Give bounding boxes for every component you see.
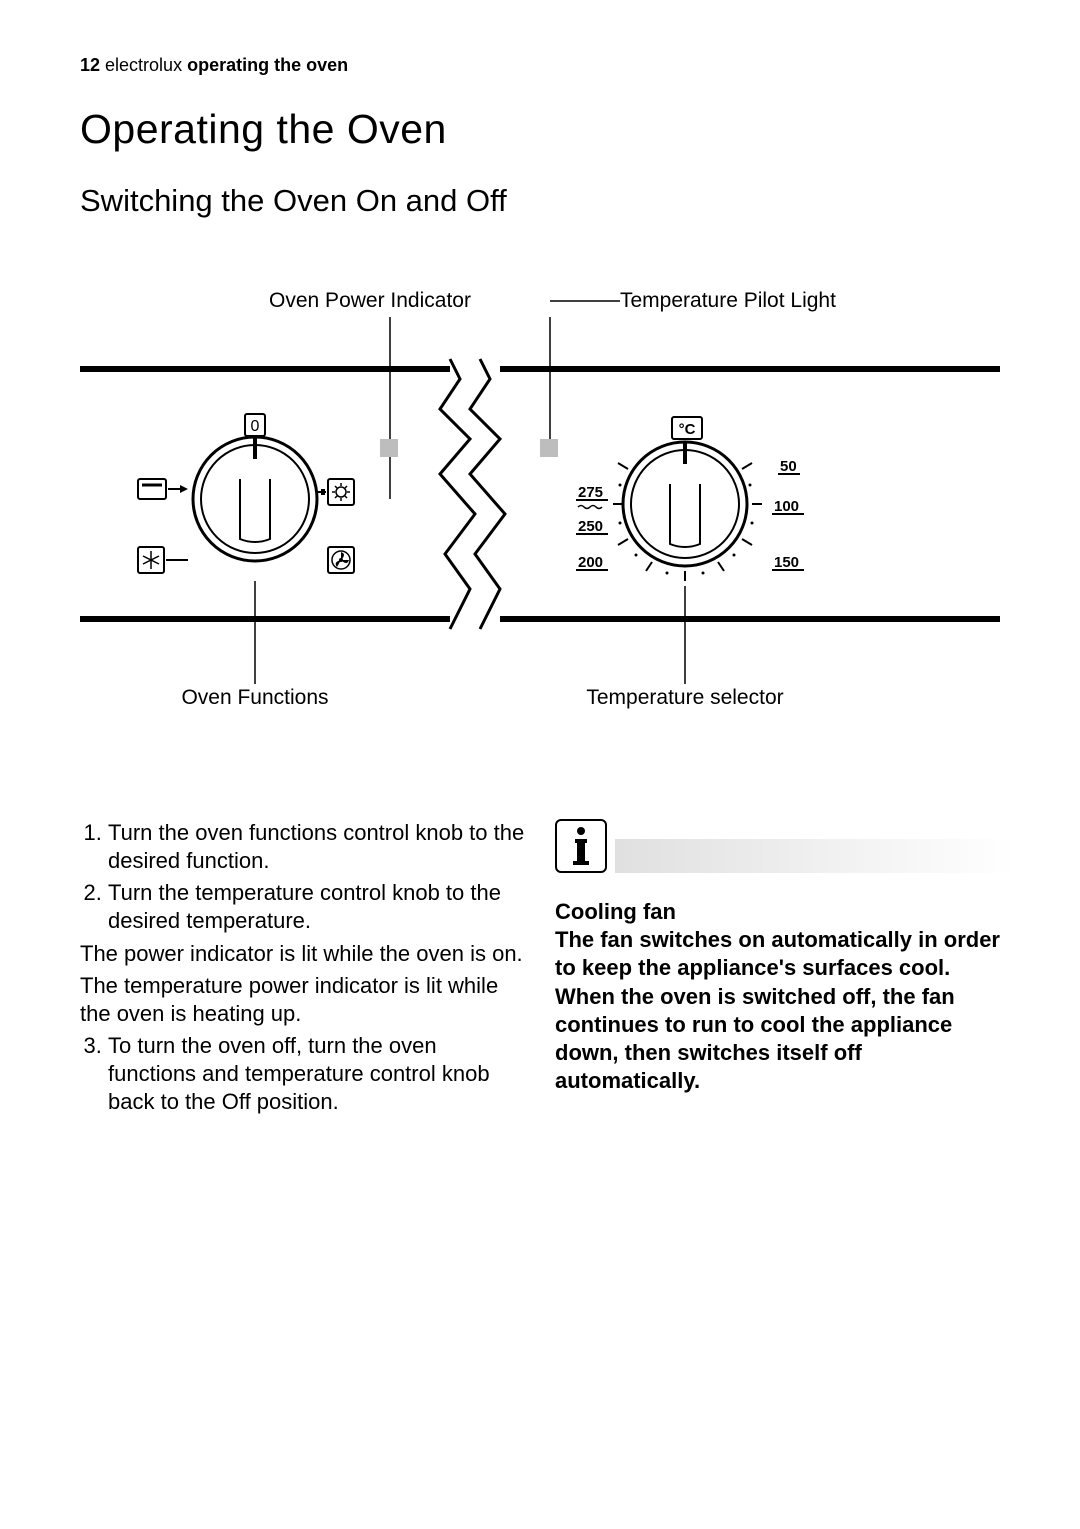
cooling-fan-body: The fan switches on automatically in ord… [555,926,1000,1095]
body-columns: Turn the oven functions control knob to … [80,819,1000,1121]
steps-list-cont: To turn the oven off, turn the oven func… [80,1032,525,1116]
right-column: Cooling fan The fan switches on automati… [555,819,1000,1121]
brand-name: electrolux [100,55,187,75]
temp-mark-50: 50 [780,458,797,475]
temp-indicator-note: The temperature power indicator is lit w… [80,972,525,1028]
step-1: Turn the oven functions control knob to … [108,819,525,875]
power-indicator-icon [380,439,398,457]
page-subtitle: Switching the Oven On and Off [80,183,1000,219]
page-number: 12 [80,55,100,75]
page-title: Operating the Oven [80,106,1000,153]
left-column: Turn the oven functions control knob to … [80,819,525,1121]
label-oven-functions: Oven Functions [181,686,328,709]
info-icon [555,819,607,873]
header-section: operating the oven [187,55,348,75]
temp-mark-100: 100 [774,498,799,515]
fan-icon [332,551,350,569]
step-2: Turn the temperature control knob to the… [108,879,525,935]
oven-functions-dial: 0 [138,414,354,573]
pilot-light-icon [540,439,558,457]
temperature-dial: °C [576,417,804,581]
manual-page: 12 electrolux operating the oven Operati… [0,0,1080,1529]
oven-light-icon [332,483,350,501]
temp-mark-250: 250 [578,518,603,535]
function-off-icon: 0 [251,418,260,435]
step-3: To turn the oven off, turn the oven func… [108,1032,525,1116]
temp-unit-icon: °C [679,421,696,438]
info-gradient-bg [615,839,1015,873]
label-power-indicator: Oven Power Indicator [269,289,471,312]
running-header: 12 electrolux operating the oven [80,55,1000,76]
temp-mark-150: 150 [774,554,799,571]
control-panel-diagram: Oven Power Indicator Temperature Pilot L… [80,289,1000,719]
steps-list: Turn the oven functions control knob to … [80,819,525,936]
temp-mark-200: 200 [578,554,603,571]
temp-mark-275: 275 [578,484,603,501]
cooling-fan-heading: Cooling fan [555,898,1000,926]
label-temp-selector: Temperature selector [586,686,783,709]
defrost-icon [143,551,159,569]
power-indicator-note: The power indicator is lit while the ove… [80,940,525,968]
label-pilot-light: Temperature Pilot Light [620,289,836,312]
